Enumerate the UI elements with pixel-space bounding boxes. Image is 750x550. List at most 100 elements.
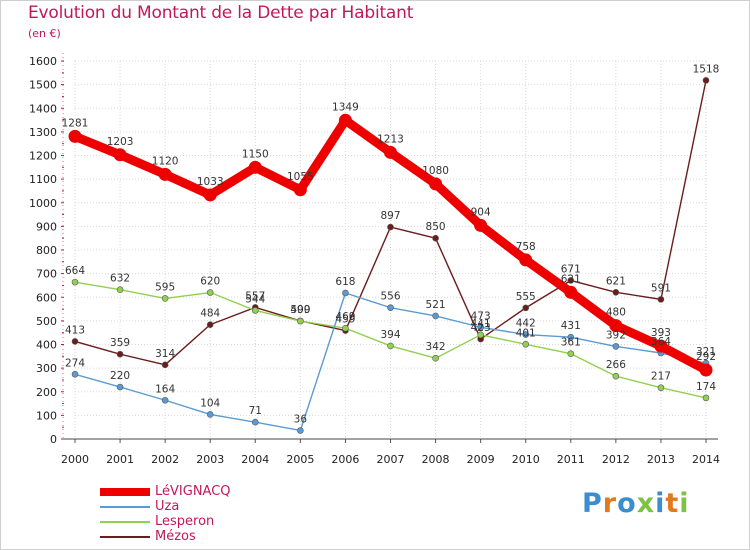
data-point	[387, 304, 394, 311]
y-tick-label: 300	[36, 362, 57, 375]
data-label: 1281	[62, 117, 89, 129]
data-label: 364	[651, 336, 671, 348]
data-point	[116, 286, 124, 293]
y-tick-label: 1300	[29, 126, 57, 139]
data-point	[297, 317, 304, 325]
data-point	[702, 394, 710, 402]
logo-letter: o	[617, 488, 637, 519]
data-label: 500	[290, 304, 310, 316]
data-point	[612, 343, 620, 350]
data-label: 544	[245, 293, 265, 305]
axes: 0 100 200 300 400 500 600 700 800 900 1000 1100 1200…	[29, 53, 720, 466]
logo-letter: t	[665, 488, 680, 519]
data-label: 413	[65, 324, 85, 336]
data-point	[338, 113, 352, 127]
y-tick-label: 700	[36, 268, 57, 281]
x-tick-label: 2003	[196, 453, 224, 466]
data-point	[71, 338, 79, 345]
data-point	[113, 148, 127, 162]
data-point	[342, 289, 349, 297]
data-point	[116, 350, 124, 358]
data-label: 1203	[107, 136, 134, 148]
chart-title: Evolution du Montant de la Dette par Hab…	[28, 3, 414, 23]
data-point	[206, 321, 214, 328]
legend-swatch	[100, 506, 150, 508]
data-point	[203, 188, 217, 202]
data-label: 1518	[693, 63, 720, 75]
legend-item: Uza	[100, 499, 360, 514]
data-point	[609, 319, 623, 333]
legend-item: Lesperon	[100, 514, 360, 529]
data-label: 618	[335, 276, 355, 288]
data-label: 499	[290, 304, 310, 316]
x-tick-label: 2006	[331, 453, 359, 466]
x-tick-label: 2005	[286, 453, 314, 466]
x-tick-label: 2001	[106, 453, 134, 466]
data-point	[71, 370, 79, 378]
data-point	[522, 331, 530, 338]
data-label: 904	[471, 206, 491, 218]
y-tick-label: 100	[36, 409, 57, 422]
data-label: 521	[426, 299, 446, 311]
data-point	[702, 77, 710, 84]
logo-letter: P	[582, 488, 603, 519]
data-label: 595	[155, 281, 175, 293]
data-point	[657, 296, 665, 303]
y-tick-label: 1600	[29, 55, 57, 68]
data-point	[71, 278, 79, 286]
data-label: 174	[696, 381, 716, 393]
data-label: 423	[471, 322, 491, 334]
data-point	[567, 277, 575, 284]
data-point	[161, 295, 169, 302]
data-label: 758	[516, 241, 536, 253]
data-label: 1055	[287, 171, 314, 183]
data-label: 36	[294, 413, 308, 425]
data-label: 671	[561, 263, 581, 275]
data-label: 459	[335, 314, 355, 326]
data-label: 266	[606, 359, 626, 371]
unit-label: (en €)	[28, 27, 61, 40]
data-label: 620	[200, 276, 220, 288]
data-label: 71	[249, 405, 262, 417]
data-point	[251, 307, 259, 314]
x-tick-label: 2014	[692, 453, 720, 466]
data-label: 556	[380, 291, 400, 303]
y-tick-label: 1200	[29, 150, 57, 163]
data-label: 1349	[332, 101, 359, 113]
data-label: 217	[651, 371, 671, 383]
data-label: 480	[606, 307, 626, 319]
data-point	[564, 285, 578, 299]
x-tick-label: 2011	[557, 453, 585, 466]
data-point	[384, 145, 397, 159]
data-label: 473	[471, 310, 491, 322]
data-label: 441	[471, 318, 491, 330]
data-label: 850	[426, 221, 446, 233]
data-point	[654, 339, 668, 353]
data-point	[68, 129, 82, 143]
data-label: 1033	[197, 176, 224, 188]
x-tick-label: 2013	[647, 453, 675, 466]
data-point	[612, 288, 620, 296]
y-tick-label: 600	[36, 291, 57, 304]
legend-item: Mézos	[100, 529, 360, 544]
data-label: 361	[561, 337, 581, 349]
x-tick-label: 2002	[151, 453, 179, 466]
x-tick-label: 2010	[512, 453, 540, 466]
y-tick-label: 900	[36, 220, 57, 233]
data-point	[567, 350, 575, 358]
data-point	[387, 223, 394, 231]
data-label: 442	[516, 318, 536, 330]
data-point	[429, 177, 443, 191]
data-label: 621	[561, 273, 581, 285]
data-label: 401	[516, 327, 536, 339]
data-label: 274	[65, 357, 85, 369]
data-label: 314	[155, 348, 175, 360]
series-lines	[68, 77, 713, 434]
data-label: 1213	[377, 133, 404, 145]
legend-label: Uza	[155, 499, 180, 514]
data-point	[699, 363, 713, 377]
data-point	[567, 333, 575, 341]
data-point	[432, 234, 439, 242]
